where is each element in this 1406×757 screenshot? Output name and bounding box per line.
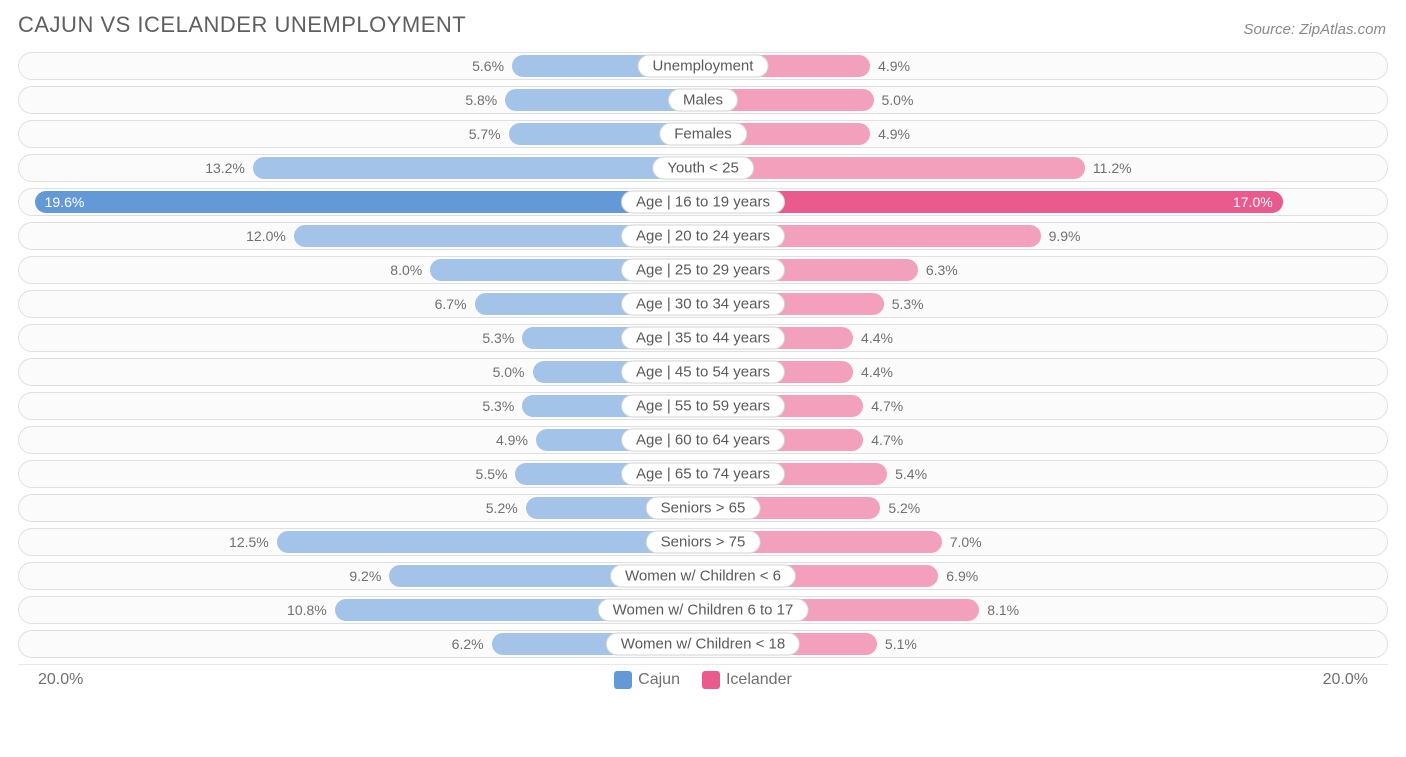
row-category: Age | 65 to 74 years bbox=[621, 463, 785, 486]
legend-cajun: Cajun bbox=[614, 671, 680, 689]
row-category: Youth < 25 bbox=[652, 157, 754, 180]
chart-row: 13.2% 11.2% Youth < 25 bbox=[18, 154, 1388, 182]
chart-row: 10.8% 8.1% Women w/ Children 6 to 17 bbox=[18, 596, 1388, 624]
bar-left-label: 5.6% bbox=[472, 55, 504, 77]
chart-row: 6.2% 5.1% Women w/ Children < 18 bbox=[18, 630, 1388, 658]
bar-right-label: 4.7% bbox=[871, 429, 903, 451]
chart-row: 19.6%17.0%Age | 16 to 19 years bbox=[18, 188, 1388, 216]
legend-swatch-right bbox=[702, 671, 720, 689]
row-category: Females bbox=[659, 123, 747, 146]
row-category: Age | 45 to 54 years bbox=[621, 361, 785, 384]
chart-source: Source: ZipAtlas.com bbox=[1243, 21, 1386, 38]
bar-left-label: 5.3% bbox=[482, 327, 514, 349]
chart-row: 9.2% 6.9% Women w/ Children < 6 bbox=[18, 562, 1388, 590]
bar-right-label: 5.0% bbox=[882, 89, 914, 111]
bar-left-label: 5.0% bbox=[493, 361, 525, 383]
bar-right-label: 4.4% bbox=[861, 327, 893, 349]
bar-left-label: 6.7% bbox=[435, 293, 467, 315]
bar-left-label: 5.5% bbox=[476, 463, 508, 485]
bar-right-label: 6.3% bbox=[926, 259, 958, 281]
chart-row: 5.6% 4.9% Unemployment bbox=[18, 52, 1388, 80]
row-category: Age | 60 to 64 years bbox=[621, 429, 785, 452]
axis-max-left: 20.0% bbox=[38, 671, 83, 689]
butterfly-chart: 5.6% 4.9% Unemployment 5.8% 5.0% Males 5.7% 4.9… bbox=[0, 52, 1406, 658]
row-category: Seniors > 75 bbox=[646, 531, 761, 554]
bar-left-label: 5.3% bbox=[482, 395, 514, 417]
bar-left: 19.6% bbox=[35, 191, 703, 213]
chart-row: 5.5% 5.4% Age | 65 to 74 years bbox=[18, 460, 1388, 488]
row-category: Seniors > 65 bbox=[646, 497, 761, 520]
bar-right bbox=[703, 157, 1085, 179]
bar-right-label: 8.1% bbox=[987, 599, 1019, 621]
bar-left-label: 13.2% bbox=[205, 157, 245, 179]
bar-right-label: 5.2% bbox=[888, 497, 920, 519]
row-category: Age | 55 to 59 years bbox=[621, 395, 785, 418]
chart-row: 12.0% 9.9% Age | 20 to 24 years bbox=[18, 222, 1388, 250]
bar-right-label: 4.4% bbox=[861, 361, 893, 383]
axis-max-right: 20.0% bbox=[1323, 671, 1368, 689]
bar-left-label: 9.2% bbox=[349, 565, 381, 587]
chart-row: 8.0% 6.3% Age | 25 to 29 years bbox=[18, 256, 1388, 284]
row-category: Unemployment bbox=[638, 55, 769, 78]
bar-left-label: 8.0% bbox=[390, 259, 422, 281]
bar-left-label: 5.2% bbox=[486, 497, 518, 519]
legend-label-left: Cajun bbox=[638, 671, 680, 689]
chart-row: 5.3% 4.7% Age | 55 to 59 years bbox=[18, 392, 1388, 420]
chart-row: 6.7% 5.3% Age | 30 to 34 years bbox=[18, 290, 1388, 318]
chart-title: CAJUN VS ICELANDER UNEMPLOYMENT bbox=[18, 12, 466, 38]
chart-row: 5.8% 5.0% Males bbox=[18, 86, 1388, 114]
bar-right-label: 4.9% bbox=[878, 55, 910, 77]
bar-left-label: 5.8% bbox=[465, 89, 497, 111]
bar-right: 17.0% bbox=[703, 191, 1283, 213]
bar-right-label: 9.9% bbox=[1049, 225, 1081, 247]
row-category: Age | 30 to 34 years bbox=[621, 293, 785, 316]
row-category: Age | 20 to 24 years bbox=[621, 225, 785, 248]
row-category: Women w/ Children < 6 bbox=[610, 565, 796, 588]
bar-right-label: 6.9% bbox=[946, 565, 978, 587]
bar-right-label: 5.4% bbox=[895, 463, 927, 485]
bar-right-label: 4.7% bbox=[871, 395, 903, 417]
row-category: Women w/ Children 6 to 17 bbox=[598, 599, 809, 622]
bar-left bbox=[253, 157, 703, 179]
legend-label-right: Icelander bbox=[726, 671, 792, 689]
chart-row: 5.0% 4.4% Age | 45 to 54 years bbox=[18, 358, 1388, 386]
row-category: Age | 35 to 44 years bbox=[621, 327, 785, 350]
bar-right-label: 11.2% bbox=[1093, 157, 1132, 179]
row-category: Women w/ Children < 18 bbox=[606, 633, 800, 656]
chart-row: 5.7% 4.9% Females bbox=[18, 120, 1388, 148]
bar-left-label: 12.5% bbox=[229, 531, 269, 553]
chart-row: 4.9% 4.7% Age | 60 to 64 years bbox=[18, 426, 1388, 454]
bar-right-label: 4.9% bbox=[878, 123, 910, 145]
bar-right-label: 5.3% bbox=[892, 293, 924, 315]
row-category: Age | 16 to 19 years bbox=[621, 191, 785, 214]
bar-left-label: 10.8% bbox=[287, 599, 327, 621]
chart-row: 12.5% 7.0% Seniors > 75 bbox=[18, 528, 1388, 556]
bar-left-label: 4.9% bbox=[496, 429, 528, 451]
bar-right-label: 7.0% bbox=[950, 531, 982, 553]
bar-left-label: 6.2% bbox=[452, 633, 484, 655]
bar-left-label: 5.7% bbox=[469, 123, 501, 145]
row-category: Age | 25 to 29 years bbox=[621, 259, 785, 282]
legend-icelander: Icelander bbox=[702, 671, 792, 689]
legend-swatch-left bbox=[614, 671, 632, 689]
chart-row: 5.3% 4.4% Age | 35 to 44 years bbox=[18, 324, 1388, 352]
row-category: Males bbox=[668, 89, 738, 112]
bar-right-label: 5.1% bbox=[885, 633, 917, 655]
legend: Cajun Icelander bbox=[614, 671, 792, 689]
bar-left bbox=[277, 531, 703, 553]
bar-left-label: 12.0% bbox=[246, 225, 286, 247]
chart-row: 5.2% 5.2% Seniors > 65 bbox=[18, 494, 1388, 522]
